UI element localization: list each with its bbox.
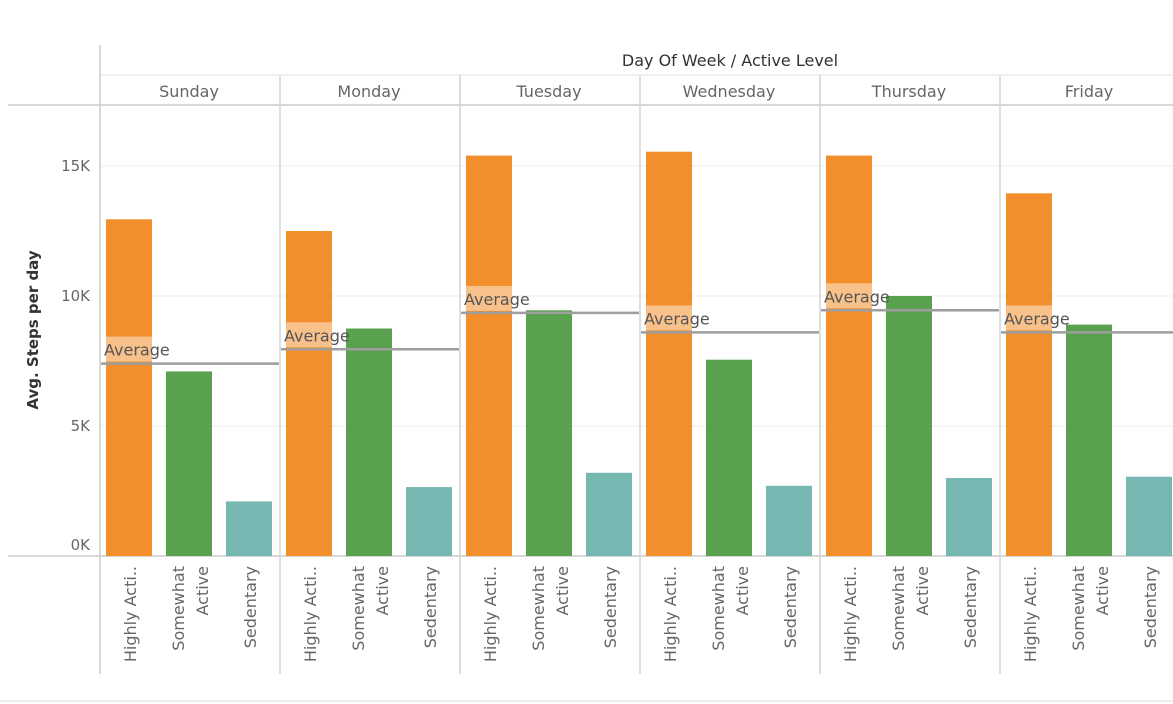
x-category-label: Highly Acti.. bbox=[661, 566, 680, 662]
x-category-label: Somewhat bbox=[169, 566, 188, 651]
average-label-sunday: Average bbox=[104, 341, 170, 360]
average-label-highlight bbox=[646, 305, 692, 331]
x-category-label: Active bbox=[553, 566, 572, 616]
x-category-label: Highly Acti.. bbox=[481, 566, 500, 662]
x-category-label: Highly Acti.. bbox=[121, 566, 140, 662]
average-label-highlight bbox=[826, 283, 872, 309]
x-category-labels: Highly Acti.. Somewhat Active Sedentary High… bbox=[121, 566, 1160, 662]
bar-friday-highly-active[interactable] bbox=[1006, 193, 1052, 557]
bar-wednesday-somewhat-active[interactable] bbox=[706, 359, 752, 556]
bar-wednesday-highly-active[interactable] bbox=[646, 151, 692, 556]
bar-friday-sedentary[interactable] bbox=[1126, 476, 1172, 556]
x-category-label: Somewhat bbox=[529, 566, 548, 651]
average-label-monday: Average bbox=[284, 326, 350, 345]
x-category-label: Highly Acti.. bbox=[301, 566, 320, 662]
bar-monday-highly-active[interactable] bbox=[286, 231, 332, 556]
bar-tuesday-highly-active[interactable] bbox=[466, 155, 512, 556]
grid-layer bbox=[100, 165, 1173, 427]
day-header-monday: Monday bbox=[337, 82, 400, 101]
bar-sunday-highly-active[interactable] bbox=[106, 219, 152, 557]
average-label-friday: Average bbox=[1004, 309, 1070, 328]
x-category-label: Sedentary bbox=[421, 566, 440, 648]
chart-title: Day Of Week / Active Level bbox=[622, 51, 838, 70]
x-category-label: Somewhat bbox=[709, 566, 728, 651]
x-category-label: Somewhat bbox=[1069, 566, 1088, 651]
bar-thursday-highly-active[interactable] bbox=[826, 155, 872, 556]
bar-monday-sedentary[interactable] bbox=[406, 487, 452, 556]
x-category-label: Active bbox=[193, 566, 212, 616]
x-category-label: Highly Acti.. bbox=[1021, 566, 1040, 662]
day-header-sunday: Sunday bbox=[159, 82, 219, 101]
y-tick-label: 5K bbox=[71, 417, 92, 435]
y-axis-label: Avg. Steps per day bbox=[24, 250, 42, 409]
bar-tuesday-sedentary[interactable] bbox=[586, 472, 632, 556]
average-label-tuesday: Average bbox=[464, 290, 530, 309]
x-category-label: Highly Acti.. bbox=[841, 566, 860, 662]
average-label-highlight bbox=[106, 336, 152, 362]
bar-friday-somewhat-active[interactable] bbox=[1066, 324, 1112, 556]
average-reference-lines: Average Average Average Average Average Avera… bbox=[101, 283, 1173, 365]
bar-thursday-sedentary[interactable] bbox=[946, 478, 992, 556]
average-label-thursday: Average bbox=[824, 287, 890, 306]
bar-sunday-sedentary[interactable] bbox=[226, 501, 272, 556]
day-header-friday: Friday bbox=[1065, 82, 1114, 101]
average-label-highlight bbox=[1006, 305, 1052, 331]
x-category-label: Sedentary bbox=[1141, 566, 1160, 648]
y-tick-labels: 0K 5K 10K 15K bbox=[61, 157, 91, 554]
y-tick-label: 10K bbox=[61, 287, 91, 305]
y-tick-label: 15K bbox=[61, 157, 91, 175]
x-category-label: Active bbox=[913, 566, 932, 616]
x-category-label: Somewhat bbox=[349, 566, 368, 651]
day-header-layer: Sunday Monday Tuesday Wednesday Thursday Frid… bbox=[159, 82, 1113, 101]
bar-layer[interactable] bbox=[106, 151, 1172, 557]
x-category-label: Active bbox=[373, 566, 392, 616]
day-header-wednesday: Wednesday bbox=[683, 82, 776, 101]
x-category-label: Somewhat bbox=[889, 566, 908, 651]
y-tick-label: 0K bbox=[71, 536, 92, 554]
x-category-label: Active bbox=[733, 566, 752, 616]
bar-sunday-somewhat-active[interactable] bbox=[166, 371, 212, 556]
day-header-thursday: Thursday bbox=[871, 82, 946, 101]
x-category-label: Sedentary bbox=[241, 566, 260, 648]
bar-wednesday-sedentary[interactable] bbox=[766, 485, 812, 556]
bar-monday-somewhat-active[interactable] bbox=[346, 328, 392, 557]
day-header-tuesday: Tuesday bbox=[515, 82, 581, 101]
x-category-label: Active bbox=[1093, 566, 1112, 616]
bar-thursday-somewhat-active[interactable] bbox=[886, 296, 932, 556]
x-category-label: Sedentary bbox=[961, 566, 980, 648]
average-label-wednesday: Average bbox=[644, 309, 710, 328]
x-category-label: Sedentary bbox=[601, 566, 620, 648]
bar-tuesday-somewhat-active[interactable] bbox=[526, 310, 572, 556]
average-label-highlight bbox=[466, 285, 512, 311]
average-label-highlight bbox=[286, 322, 332, 348]
x-category-label: Sedentary bbox=[781, 566, 800, 648]
